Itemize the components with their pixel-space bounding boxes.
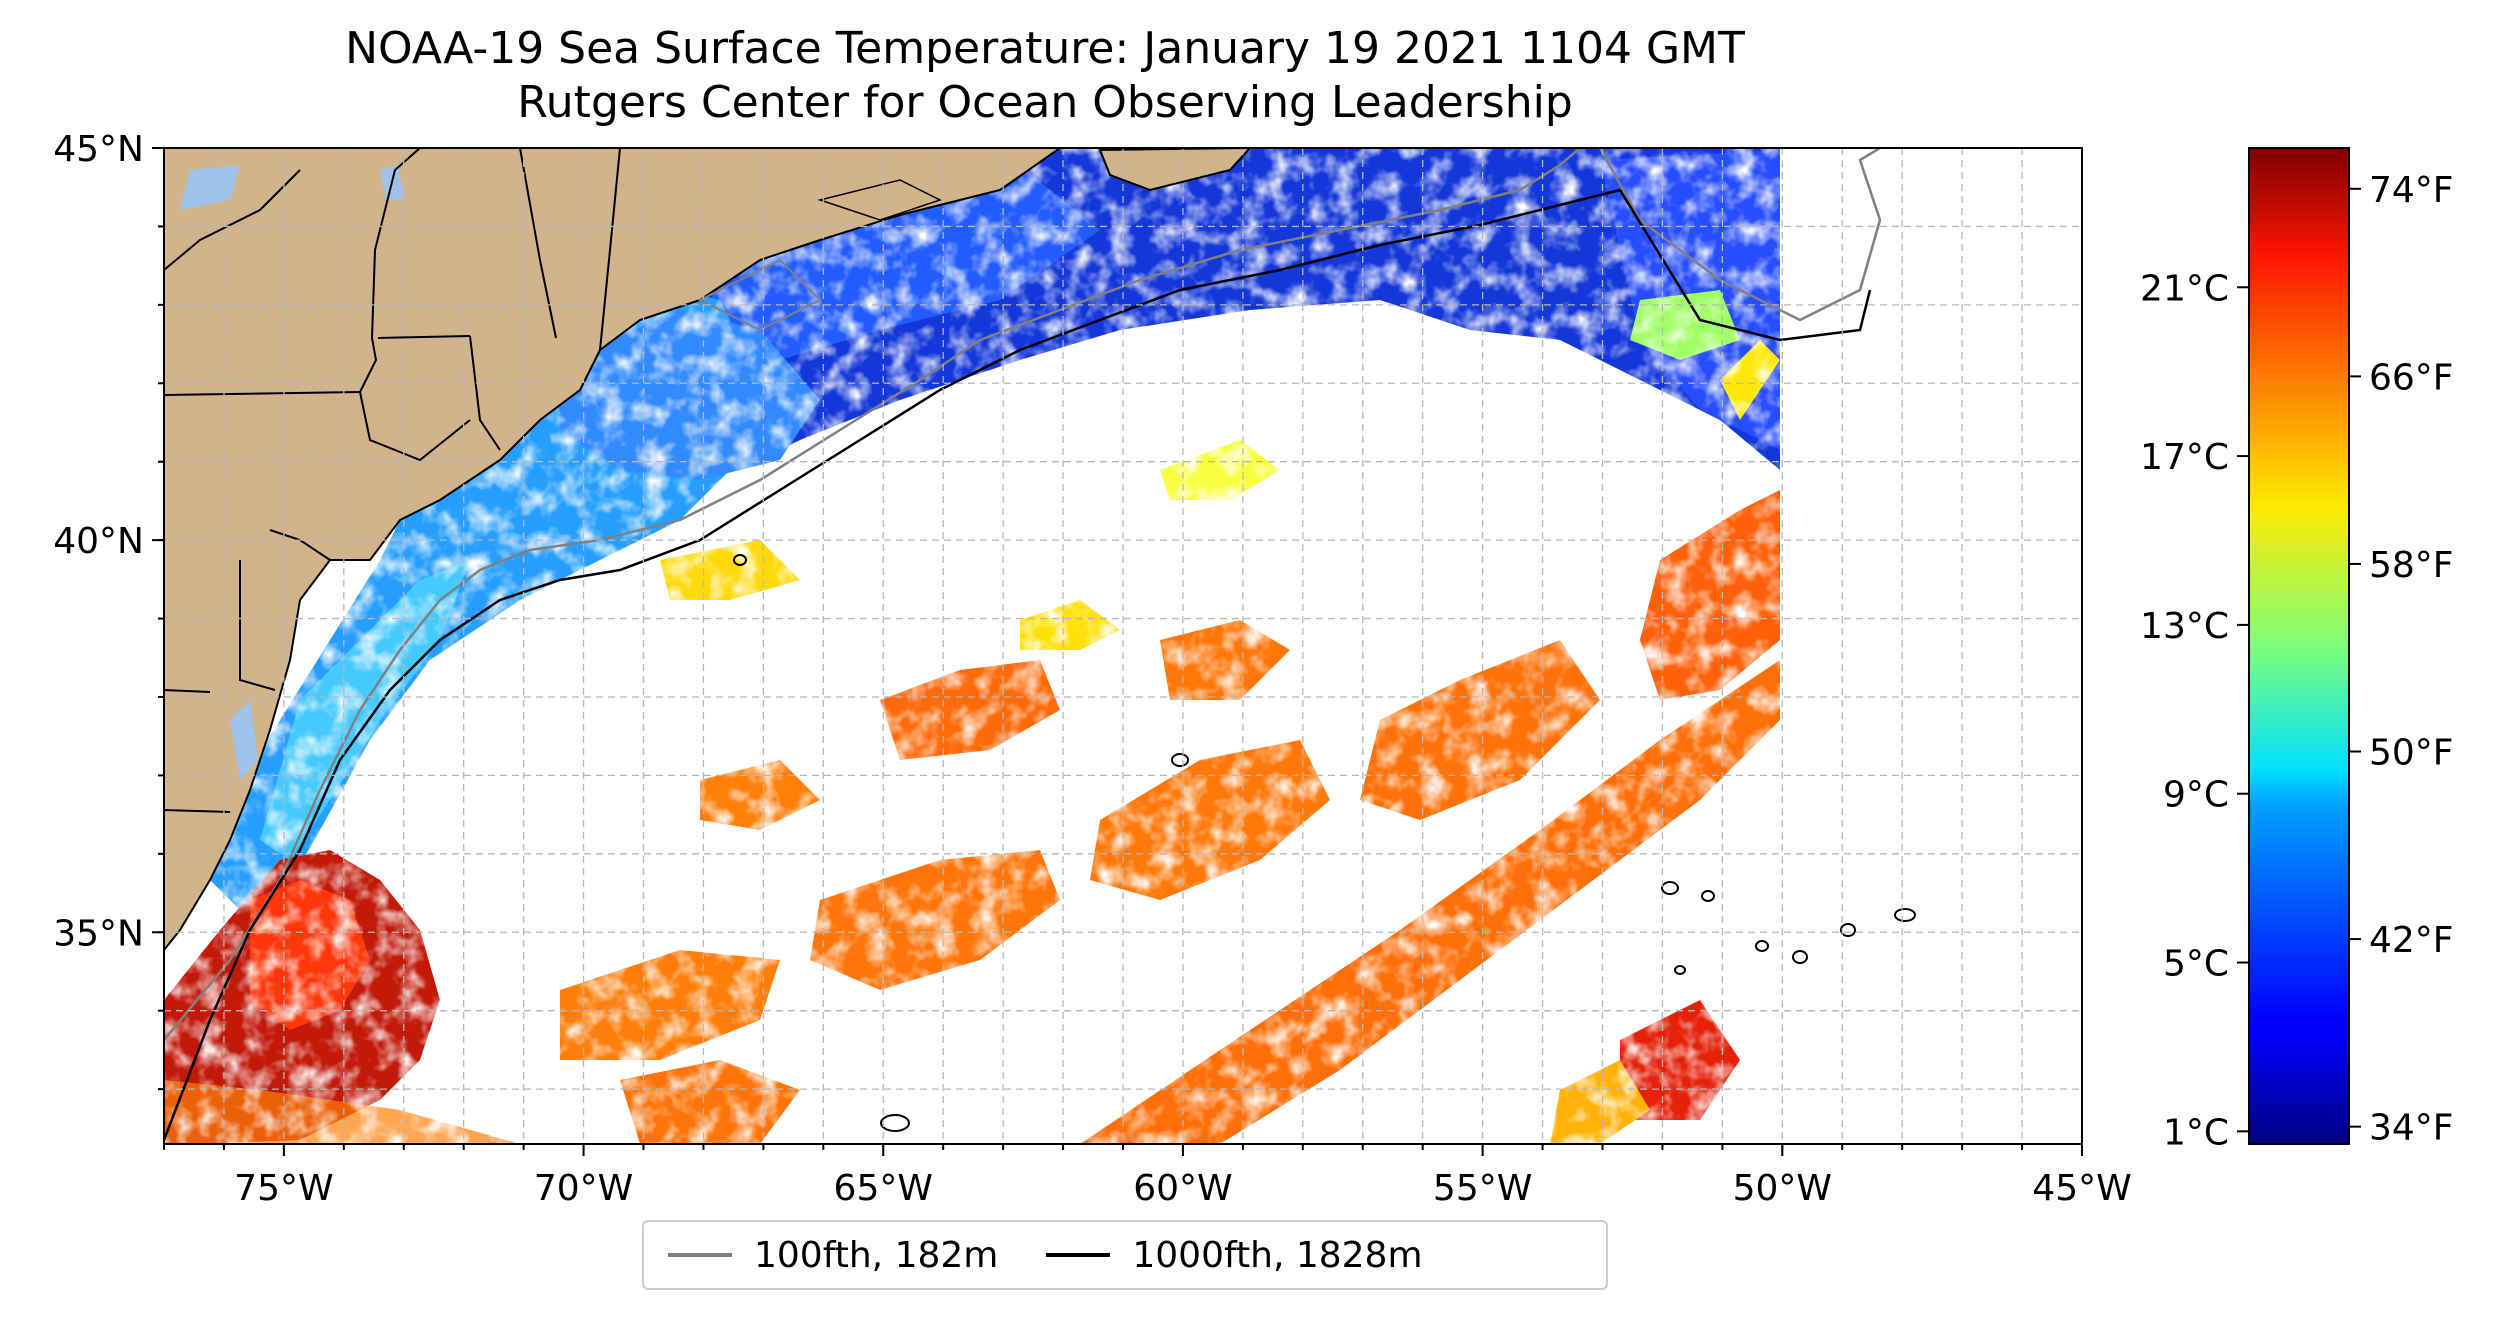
chart-title: NOAA-19 Sea Surface Temperature: January… [0,22,2090,130]
map-axis-ticks: 75°W 70°W 65°W 60°W 55°W 50°W 45°W 45°N 40°N 35°N [53,129,2131,1209]
map-area [164,148,2082,1144]
legend-swatch-1000fth [1046,1253,1111,1257]
isobath-legend: 100fth, 182m 1000fth, 1828m [642,1220,1608,1290]
lon-tick-label: 75°W [234,1168,333,1209]
legend-label-1000fth: 1000fth, 1828m [1132,1234,1423,1276]
isobath-1000fth [164,188,1621,1141]
seamount-contours [733,554,1916,1132]
lon-tick-label: 50°W [1733,1168,1832,1209]
celsius-tick-label: 21°C [2140,268,2229,309]
legend-item-100fth: 100fth, 182m [668,1235,998,1276]
gridlines [164,148,2082,1144]
title-line-1: NOAA-19 Sea Surface Temperature: January… [345,23,1745,74]
colorbar-gradient [2248,147,2350,1145]
lat-tick-label: 45°N [53,129,144,170]
colorbar: 1°C 5°C 9°C 13°C 17°C 21°C 34°F 42°F 50°F 58°F 66°… [2140,147,2454,1154]
nova-scotia-tip [817,179,942,221]
celsius-tick-label: 9°C [2163,775,2229,816]
lon-tick-label: 70°W [534,1168,633,1209]
lon-tick-label: 45°W [2032,1168,2131,1209]
lake [180,165,240,210]
lat-tick-label: 40°N [53,521,144,562]
fahrenheit-tick-label: 50°F [2369,733,2454,774]
lon-tick-label: 55°W [1433,1168,1532,1209]
isobath-100fth [164,148,1581,1041]
fahrenheit-tick-label: 58°F [2369,545,2454,586]
georges-bank-contour [697,258,822,332]
fahrenheit-tick-label: 66°F [2369,357,2454,398]
celsius-tick-label: 1°C [2163,1112,2229,1153]
land-mass [164,148,1062,952]
state-borders [164,148,621,813]
no-data-zone [1782,148,2082,1144]
lon-tick-label: 60°W [1133,1168,1232,1209]
fahrenheit-tick-label: 34°F [2369,1108,2454,1149]
bay [230,700,258,780]
celsius-tick-label: 5°C [2163,944,2229,985]
fahrenheit-tick-label: 74°F [2369,170,2454,211]
colorbar-ticks: 1°C 5°C 9°C 13°C 17°C 21°C 34°F 42°F 50°F 58°F 66°… [2140,170,2453,1154]
legend-item-1000fth: 1000fth, 1828m [1046,1234,1423,1276]
celsius-tick-label: 13°C [2140,606,2229,647]
celsius-tick-label: 17°C [2140,437,2229,478]
lat-tick-label: 35°N [53,913,144,954]
isobath-100fth-east [1598,148,1882,322]
isobath-1000fth-east [1618,189,1872,342]
lon-tick-label: 65°W [834,1168,933,1209]
fahrenheit-tick-label: 42°F [2369,920,2454,961]
legend-swatch-100fth [668,1253,732,1257]
title-line-2: Rutgers Center for Ocean Observing Leade… [517,77,1573,128]
legend-label-100fth: 100fth, 182m [754,1234,999,1276]
